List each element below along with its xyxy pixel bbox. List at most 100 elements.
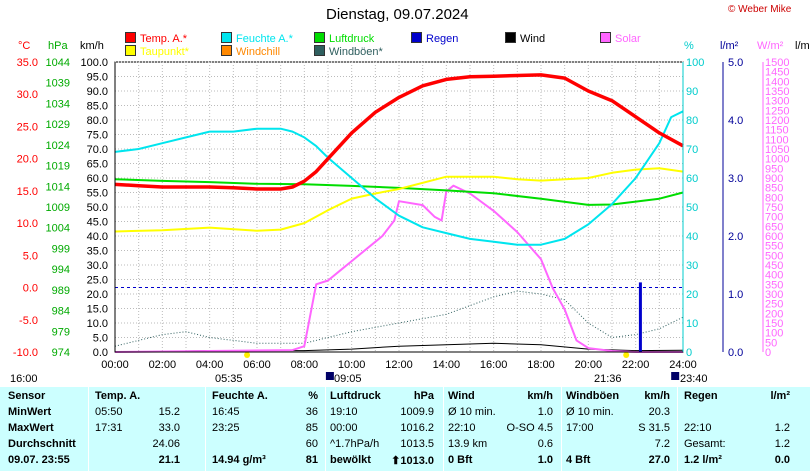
sunrise-marker (244, 352, 251, 358)
moonrise-time: 09:05 (334, 373, 362, 385)
rain-tick-label: 5.0 (728, 57, 743, 69)
legend-label: Regen (426, 33, 459, 45)
humidity-tick-label: 90 (686, 86, 698, 98)
rain-tick-label: 1.0 (728, 289, 743, 301)
table-cell: 22:10 (684, 422, 712, 434)
table-divider (443, 387, 444, 471)
table-cell: 13.9 km (448, 438, 488, 450)
table-cell: 0.6 (537, 438, 553, 450)
table-cell: 20.3 (648, 406, 670, 418)
pressure-tick-label: 1034 (46, 98, 70, 110)
x-tick-label: 00:00 (101, 359, 129, 371)
series-line-temp-a (114, 73, 684, 191)
moonrise-marker (325, 372, 334, 380)
pressure-tick-label: 979 (52, 326, 70, 338)
table-row: MinWert 05:50 15.2 16:45 36 19:10 1009.9 Ø 10 m… (0, 405, 810, 421)
moonset-time: 23:40 (680, 373, 708, 385)
rain-tick-label: 2.0 (728, 231, 743, 243)
chart-grid (114, 61, 684, 353)
x-tick-label: 10:00 (338, 359, 366, 371)
legend-swatch (221, 45, 232, 56)
table-cell: 05:50 (95, 406, 123, 418)
table-cell: 17:31 (95, 422, 123, 434)
legend-swatch (411, 32, 422, 43)
temp-tick-label: 5.0 (23, 250, 38, 262)
table-cell: 27.0 (648, 454, 670, 466)
table-cell: 15.2 (158, 406, 180, 418)
table-cell: 81 (305, 454, 318, 466)
solar-tick-label: 500 (765, 250, 783, 262)
table-cell: 00:00 (330, 422, 358, 434)
x-tick-label: 02:00 (149, 359, 177, 371)
legend-label: Windchill (236, 46, 281, 58)
series-line-luftdruck (114, 178, 684, 206)
wind-tick-label: 75.0 (87, 130, 108, 142)
temp-tick-label: 30.0 (17, 89, 38, 101)
solar-tick-label: 150 (765, 318, 783, 330)
humidity-tick-label: 60 (686, 173, 698, 185)
table-divider (677, 387, 678, 471)
table-divider (205, 387, 206, 471)
humidity-tick-label: 10 (686, 318, 698, 330)
wind-tick-label: 25.0 (87, 275, 108, 287)
pressure-tick-label: 999 (52, 243, 70, 255)
temp-tick-label: 10.0 (17, 218, 38, 230)
sunset-time: 21:36 (594, 373, 622, 385)
solar-tick-label: 200 (765, 308, 783, 320)
pressure-tick-label: 994 (52, 264, 70, 276)
rain-bar (638, 282, 642, 352)
wind-tick-label: 65.0 (87, 159, 108, 171)
table-cell: MinWert (8, 406, 52, 418)
table-header-row: Sensor Temp. A. Feuchte A.% Luftdruck hPa Win… (0, 389, 810, 405)
watermark: © Weber Mike (728, 4, 792, 15)
legend-swatch (125, 32, 136, 43)
legend-item: Solar (600, 32, 641, 45)
table-cell: 1.0 (537, 454, 553, 466)
legend-swatch (314, 45, 325, 56)
table-cell: Regen (684, 390, 718, 402)
humidity-tick-label: 0 (686, 347, 692, 359)
table-cell: Sensor (8, 390, 46, 402)
table-cell: Luftdruck (330, 390, 381, 402)
chart-ticks: 35.0 30.0 25.0 20.0 15.0 10.0 5.0 0.0 -5.0 -10.0 1… (13, 57, 790, 371)
legend-label: Luftdruck (329, 33, 375, 45)
table-cell: 4 Bft (566, 454, 591, 466)
table-cell: Wind (448, 390, 475, 402)
series-line-taupunkt (114, 167, 684, 233)
solar-tick-label: 850 (765, 183, 783, 195)
wind-unit: km/h (80, 40, 104, 52)
time-left: 16:00 (10, 373, 38, 385)
table-cell: Ø 10 min. (448, 406, 496, 418)
wind-tick-label: 30.0 (87, 260, 108, 272)
solar-tick-label: 900 (765, 173, 783, 185)
pressure-tick-label: 989 (52, 285, 70, 297)
wind-tick-label: 70.0 (87, 144, 108, 156)
solar-tick-label: 600 (765, 231, 783, 243)
table-cell: 16:45 (212, 406, 240, 418)
table-cell: 33.0 (158, 422, 180, 434)
pressure-tick-label: 1029 (46, 119, 70, 131)
summary-table: Sensor Temp. A. Feuchte A.% Luftdruck hPa Win… (0, 387, 810, 471)
table-cell: 1.2 (774, 438, 790, 450)
solar-tick-label: 250 (765, 299, 783, 311)
solar-tick-label: 950 (765, 163, 783, 175)
table-cell: 7.2 (654, 438, 670, 450)
x-tick-label: 08:00 (291, 359, 319, 371)
x-tick-label: 22:00 (622, 359, 650, 371)
legend-swatch (221, 32, 232, 43)
solar-tick-label: 750 (765, 202, 783, 214)
legend-swatch (600, 32, 611, 43)
humidity-tick-label: 30 (686, 260, 698, 272)
table-cell: 22:10 (448, 422, 476, 434)
legend-label: Windböen* (329, 46, 383, 58)
humidity-tick-label: 70 (686, 144, 698, 156)
rain-unit: l/m² (720, 40, 739, 52)
legend-label: Solar (615, 33, 641, 45)
temp-tick-label: 0.0 (23, 283, 38, 295)
wind-tick-label: 80.0 (87, 115, 108, 127)
solar-tick-label: 300 (765, 289, 783, 301)
solar-tick-label: 1400 (765, 76, 789, 88)
solar-tick-label: 650 (765, 221, 783, 233)
table-cell: l/m² (770, 390, 790, 402)
temp-unit: °C (18, 40, 31, 52)
